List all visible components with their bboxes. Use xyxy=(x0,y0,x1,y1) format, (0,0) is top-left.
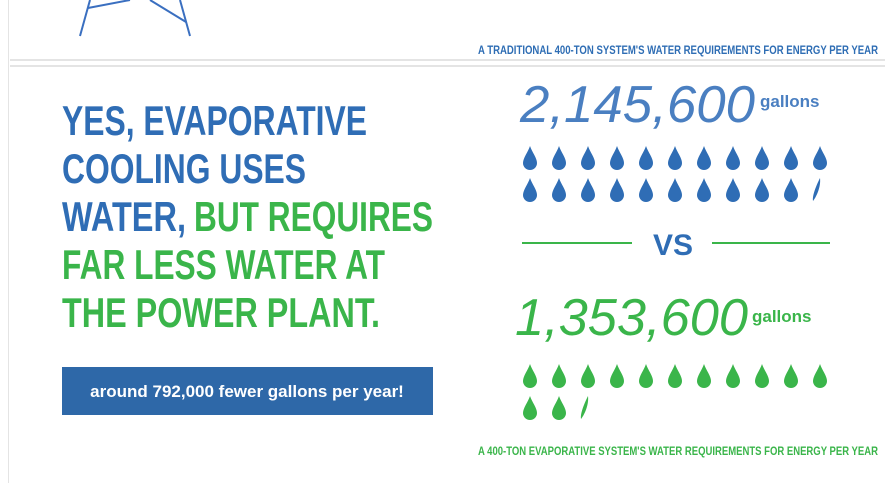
drop-icon xyxy=(610,178,624,202)
drop-icon xyxy=(668,178,682,202)
tower-icon xyxy=(79,0,191,37)
drop-icon xyxy=(581,146,595,170)
drop-icon xyxy=(668,364,682,388)
drop-icon xyxy=(523,364,537,388)
drop-icon xyxy=(755,364,769,388)
drop-icon xyxy=(813,146,827,170)
drop-icon xyxy=(813,364,827,388)
drop-icon xyxy=(639,364,653,388)
drop-icon xyxy=(523,396,537,420)
drop-icon xyxy=(552,146,566,170)
drop-icon xyxy=(552,364,566,388)
icon-leg xyxy=(79,0,91,37)
headline-line: THE POWER PLANT. xyxy=(62,289,380,336)
bottom-caption: A 400-TON EVAPORATIVE SYSTEM'S WATER REQ… xyxy=(478,444,878,458)
drop-icon xyxy=(726,178,740,202)
drop-icon xyxy=(610,146,624,170)
top-caption: A TRADITIONAL 400-TON SYSTEM'S WATER REQ… xyxy=(478,43,878,57)
drop-icon xyxy=(784,146,798,170)
headline-line: FAR LESS WATER AT xyxy=(62,241,385,288)
headline-line: YES, EVAPORATIVE xyxy=(62,97,367,144)
green-drops xyxy=(523,364,827,420)
headline-line: COOLING USES xyxy=(62,145,306,192)
drop-icon xyxy=(523,146,537,170)
traditional-unit: gallons xyxy=(760,92,820,111)
callout-box xyxy=(62,367,433,415)
drop-icon xyxy=(697,178,711,202)
blue-drops xyxy=(523,146,827,202)
drop-icon xyxy=(726,364,740,388)
evaporative-unit: gallons xyxy=(752,307,812,326)
drop-icon xyxy=(697,146,711,170)
evaporative-amount: 1,353,600 xyxy=(515,289,748,347)
drop-icon xyxy=(552,178,566,202)
drop-icon xyxy=(784,178,798,202)
drop-icon xyxy=(668,146,682,170)
headline-line: WATER, xyxy=(62,193,186,240)
drop-icon xyxy=(784,364,798,388)
drop-icon xyxy=(726,146,740,170)
drop-icon xyxy=(755,178,769,202)
drop-icon xyxy=(581,178,595,202)
icon-leg xyxy=(179,0,191,37)
callout-text: around 792,000 fewer gallons per year! xyxy=(90,382,404,401)
headline-line: BUT REQUIRES xyxy=(194,193,433,240)
drop-icon xyxy=(639,146,653,170)
icon-brace xyxy=(87,0,187,23)
drop-icon xyxy=(523,178,537,202)
partial-drop-icon xyxy=(812,178,821,201)
drop-icon xyxy=(697,364,711,388)
drop-icon xyxy=(610,364,624,388)
drop-icon xyxy=(552,396,566,420)
drop-icon xyxy=(581,364,595,388)
traditional-amount: 2,145,600 xyxy=(519,76,755,134)
drop-icon xyxy=(755,146,769,170)
vs-label: VS xyxy=(653,229,693,262)
partial-drop-icon xyxy=(580,396,589,419)
drop-icon xyxy=(639,178,653,202)
